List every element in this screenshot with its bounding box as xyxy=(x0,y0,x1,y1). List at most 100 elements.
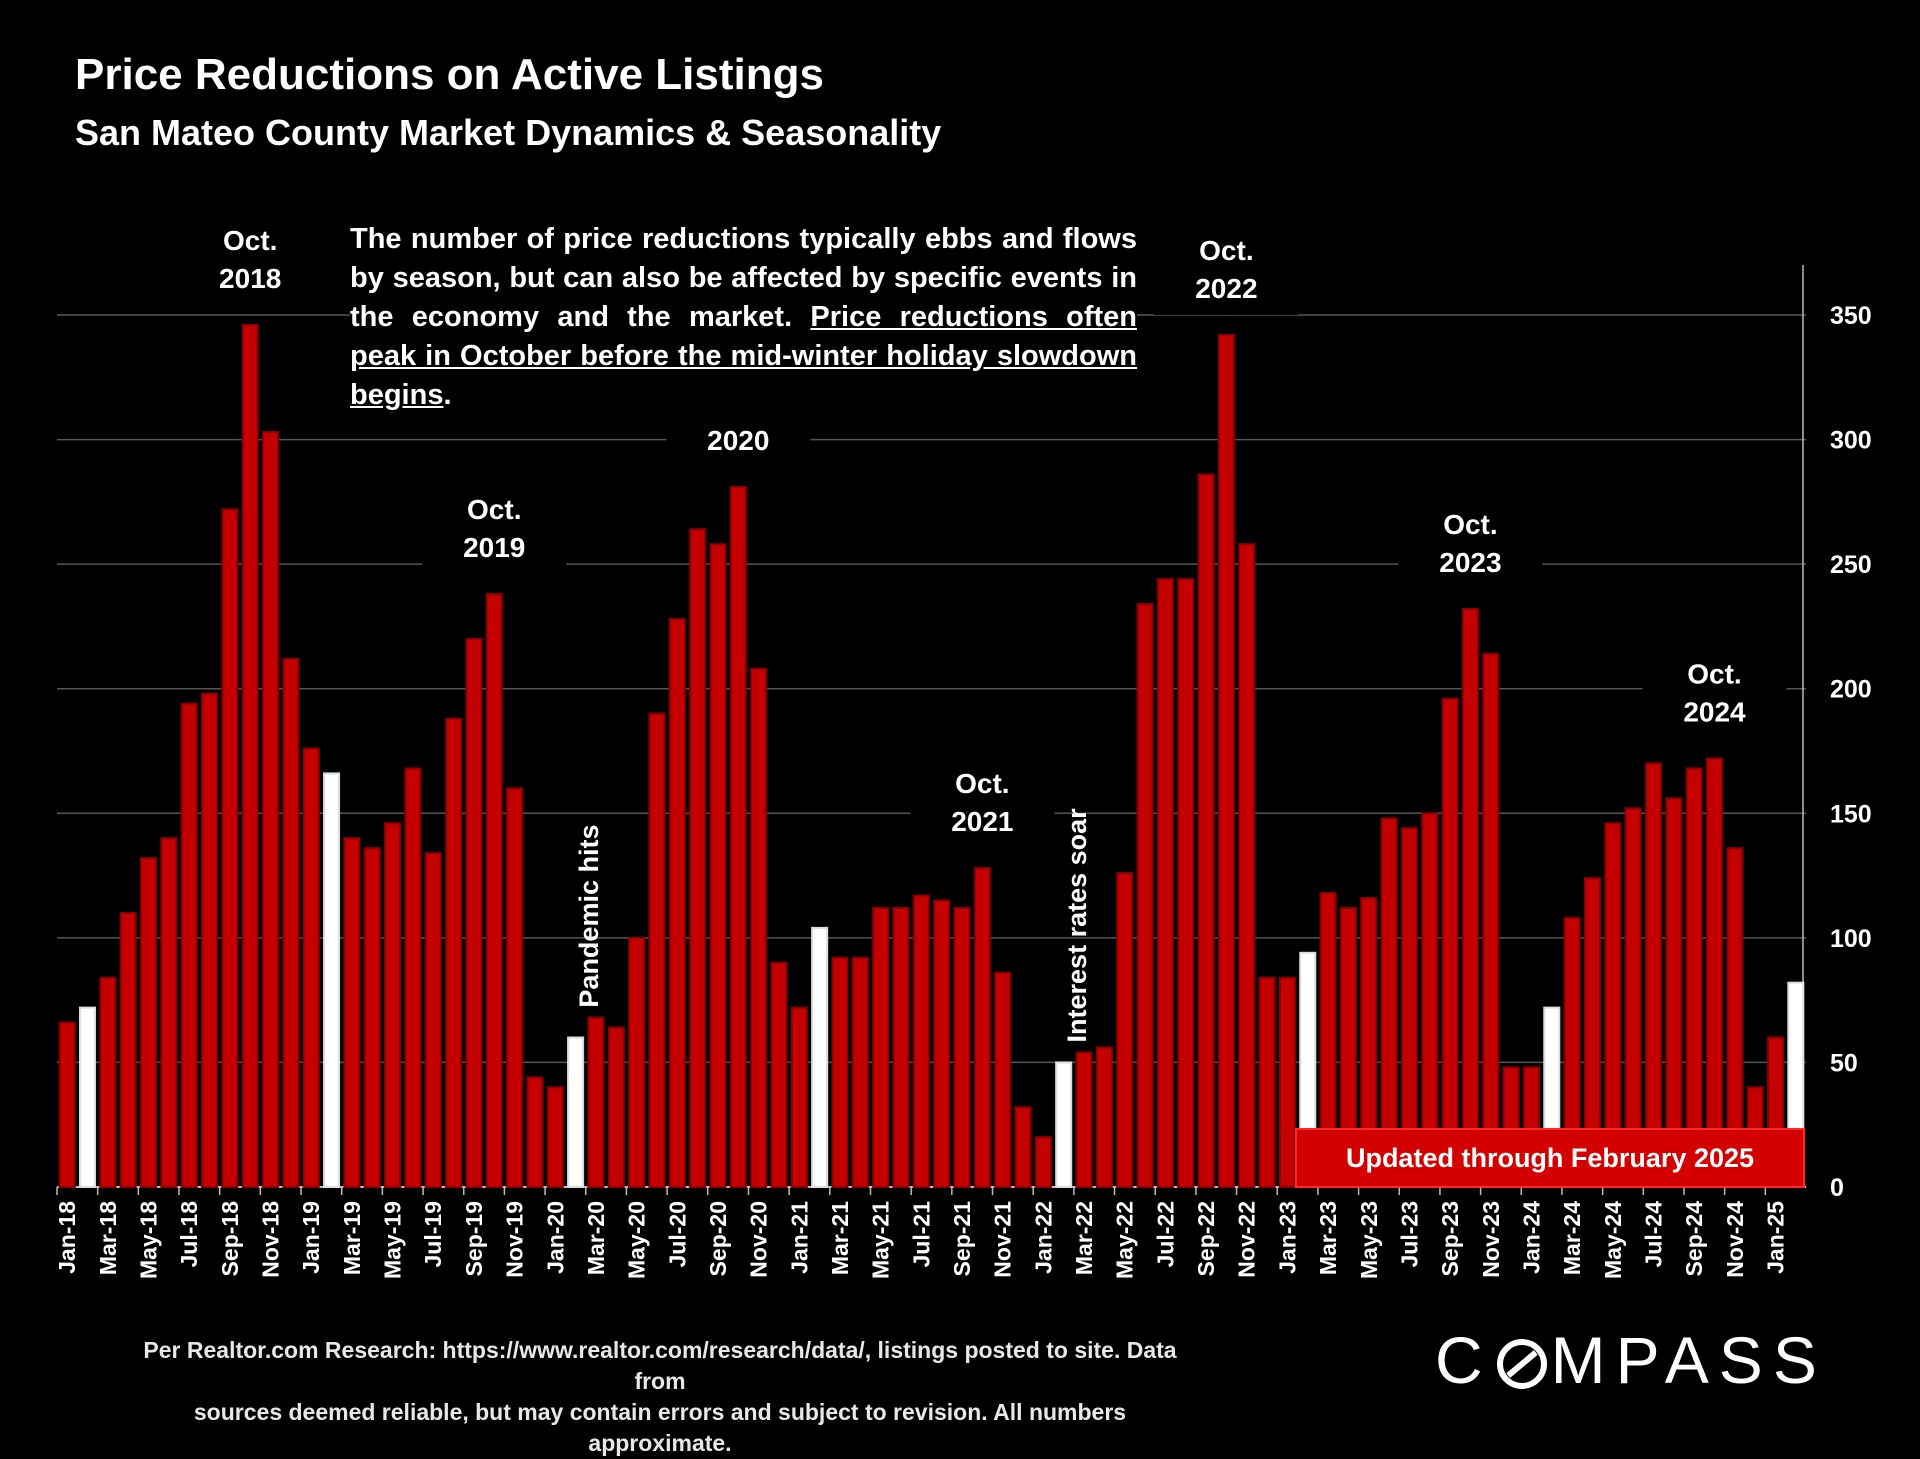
x-tick-label: Nov-19 xyxy=(502,1201,528,1278)
y-tick-label: 250 xyxy=(1830,551,1872,579)
bar xyxy=(689,528,707,1188)
x-tick-label: Sep-19 xyxy=(461,1201,487,1276)
bar-highlight xyxy=(1055,1061,1073,1189)
x-tick-label: Sep-23 xyxy=(1437,1201,1463,1276)
updated-banner: Updated through February 2025 xyxy=(1295,1128,1805,1188)
x-tick-label: Jan-18 xyxy=(54,1201,80,1274)
x-tick-label: Jul-21 xyxy=(908,1201,934,1268)
bar xyxy=(628,936,646,1188)
y-tick-label: 200 xyxy=(1830,676,1872,704)
bar xyxy=(1197,473,1215,1188)
annotation-backdrop xyxy=(1642,652,1787,739)
note-text: The number of price reductions typically… xyxy=(350,223,1137,333)
bar xyxy=(343,837,361,1188)
peak-annotation: 2024 xyxy=(1683,696,1746,727)
bar xyxy=(851,956,869,1188)
bar xyxy=(546,1086,564,1189)
x-tick-label: May-22 xyxy=(1112,1201,1138,1279)
y-tick-label: 300 xyxy=(1830,427,1872,455)
peak-annotation: 2019 xyxy=(463,532,525,563)
bar xyxy=(58,1021,76,1189)
peak-annotation: 2022 xyxy=(1195,273,1257,304)
x-tick-label: Sep-18 xyxy=(217,1201,243,1277)
chart-subtitle: San Mateo County Market Dynamics & Seaso… xyxy=(75,112,942,153)
x-tick-label: Nov-23 xyxy=(1478,1201,1504,1278)
peak-annotation: Oct. xyxy=(1443,509,1497,540)
bar xyxy=(384,822,402,1188)
x-tick-label: Mar-24 xyxy=(1559,1201,1585,1275)
bar-highlight xyxy=(567,1036,585,1188)
annotation-backdrop xyxy=(1154,228,1299,315)
bar xyxy=(668,617,686,1188)
x-tick-label: Jan-19 xyxy=(298,1201,324,1274)
x-tick-label: May-19 xyxy=(380,1201,406,1279)
bar xyxy=(1177,578,1195,1188)
bar xyxy=(1034,1136,1052,1188)
bar xyxy=(1136,603,1154,1188)
chart-title: Price Reductions on Active Listings xyxy=(75,50,824,99)
bar xyxy=(994,971,1012,1188)
x-tick-label: May-20 xyxy=(624,1201,650,1279)
bar xyxy=(302,747,320,1188)
bar xyxy=(1685,767,1703,1188)
x-tick-label: Sep-24 xyxy=(1681,1201,1707,1277)
y-tick-label: 150 xyxy=(1830,800,1872,828)
bar xyxy=(363,847,381,1188)
bar xyxy=(404,767,422,1188)
x-tick-label: Jul-23 xyxy=(1396,1201,1422,1267)
peak-annotation: 2020 xyxy=(707,425,769,456)
bar xyxy=(1217,333,1235,1188)
source-footnote: Per Realtor.com Research: https://www.re… xyxy=(140,1335,1180,1459)
peak-annotation: Oct. xyxy=(955,768,1009,799)
bar xyxy=(282,657,300,1188)
peak-annotation: 2023 xyxy=(1439,547,1501,578)
peak-annotation: Oct. xyxy=(223,225,277,256)
x-tick-label: Nov-20 xyxy=(746,1201,772,1278)
bar xyxy=(587,1016,605,1189)
bar xyxy=(831,956,849,1188)
x-tick-label: Mar-18 xyxy=(95,1201,121,1275)
x-tick-label: May-23 xyxy=(1356,1201,1382,1279)
x-tick-label: Sep-22 xyxy=(1193,1201,1219,1276)
bar xyxy=(973,867,991,1189)
bar xyxy=(160,837,178,1188)
x-tick-label: Sep-20 xyxy=(705,1201,731,1276)
bar xyxy=(1482,652,1500,1188)
bar-highlight xyxy=(811,926,829,1188)
bar xyxy=(953,906,971,1189)
y-tick-label: 0 xyxy=(1830,1174,1844,1202)
bar xyxy=(119,911,137,1188)
bar xyxy=(445,717,463,1189)
bar xyxy=(241,323,259,1189)
bar xyxy=(526,1076,544,1189)
x-tick-label: Jan-24 xyxy=(1518,1201,1544,1274)
peak-annotation: Oct. xyxy=(467,494,521,525)
event-annotation: Pandemic hits xyxy=(574,825,604,1008)
bar xyxy=(770,961,788,1188)
bar xyxy=(912,894,930,1188)
x-tick-label: Jul-22 xyxy=(1152,1201,1178,1267)
footnote-line-2: sources deemed reliable, but may contain… xyxy=(193,1399,1127,1456)
bar xyxy=(709,543,727,1188)
x-tick-label: Jul-20 xyxy=(664,1201,690,1267)
bar-highlight xyxy=(78,1006,97,1188)
bar xyxy=(1461,607,1479,1188)
bar xyxy=(465,637,483,1188)
x-tick-label: Mar-22 xyxy=(1071,1201,1097,1275)
x-tick-label: Jan-23 xyxy=(1274,1201,1300,1274)
x-tick-label: Nov-22 xyxy=(1234,1201,1260,1278)
bar xyxy=(607,1026,625,1189)
bar xyxy=(180,702,198,1188)
bar xyxy=(648,712,666,1189)
x-tick-label: Nov-18 xyxy=(258,1201,284,1278)
bar xyxy=(1238,543,1256,1188)
y-tick-label: 50 xyxy=(1830,1049,1858,1077)
annotation-backdrop xyxy=(178,218,323,305)
logo-right-text: MPASS xyxy=(1550,1323,1827,1397)
bar xyxy=(262,431,280,1188)
footnote-line-1: Per Realtor.com Research: https://www.re… xyxy=(143,1337,1177,1394)
x-tick-label: Nov-24 xyxy=(1722,1201,1748,1278)
x-tick-label: Jan-25 xyxy=(1762,1201,1788,1274)
bar xyxy=(1278,976,1296,1188)
